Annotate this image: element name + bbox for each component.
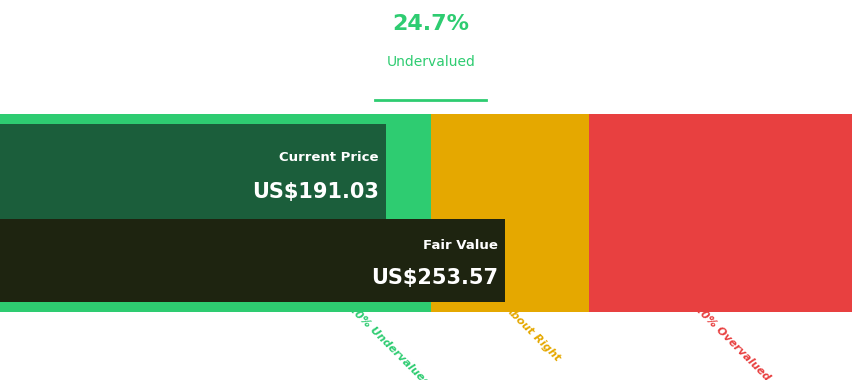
Text: US$253.57: US$253.57 bbox=[371, 269, 498, 288]
Bar bbox=[0, 219, 504, 302]
Text: 20% Undervalued: 20% Undervalued bbox=[346, 303, 431, 380]
Bar bbox=[0, 124, 385, 219]
Text: Current Price: Current Price bbox=[279, 150, 378, 163]
Text: Undervalued: Undervalued bbox=[386, 55, 475, 69]
Bar bbox=[588, 114, 852, 312]
Bar bbox=[430, 114, 588, 312]
Text: About Right: About Right bbox=[502, 303, 562, 363]
Text: 20% Overvalued: 20% Overvalued bbox=[692, 303, 771, 380]
Text: 24.7%: 24.7% bbox=[392, 14, 469, 34]
Bar bbox=[0, 114, 430, 312]
Text: US$191.03: US$191.03 bbox=[251, 182, 378, 202]
Text: Fair Value: Fair Value bbox=[423, 239, 498, 252]
